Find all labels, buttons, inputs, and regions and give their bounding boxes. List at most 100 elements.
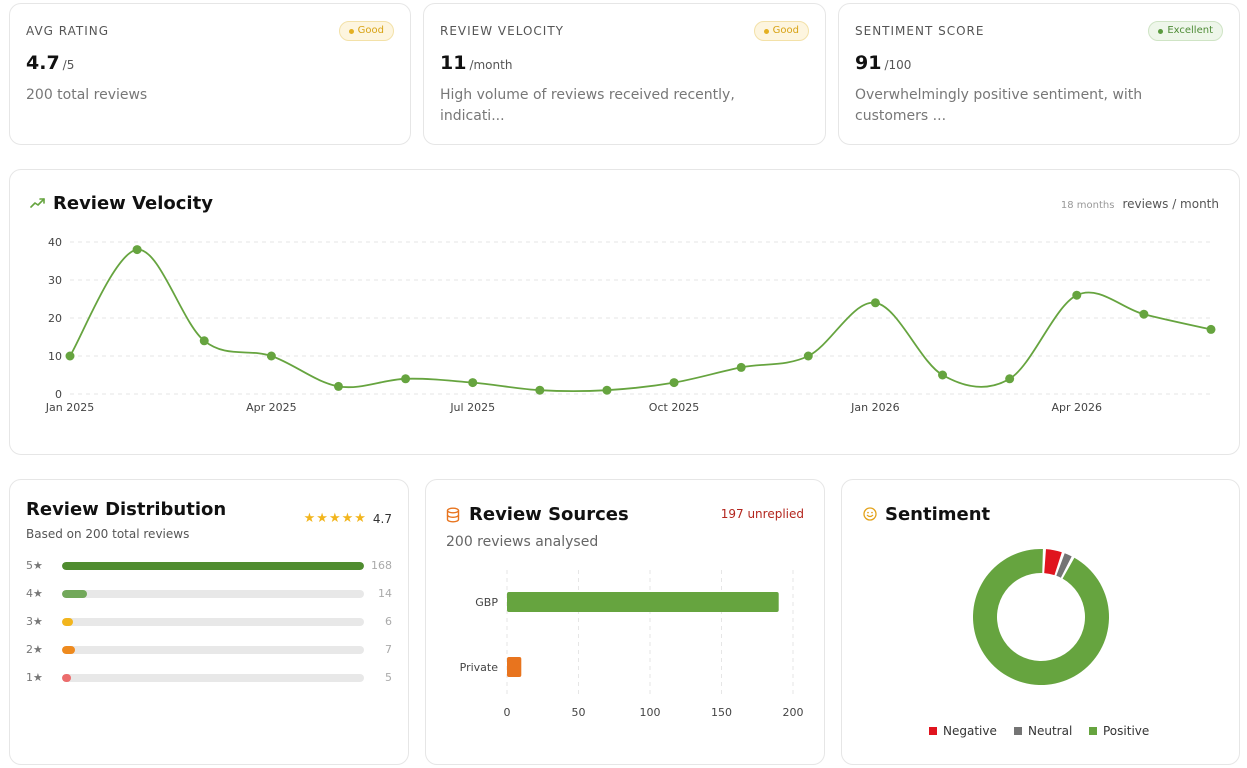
distribution-bar-fill [62,646,75,654]
y-tick-label: Private [460,661,499,674]
status-badge: Good [338,21,394,41]
data-point [468,378,478,388]
y-tick-label: 0 [55,388,62,401]
legend-label: Neutral [1028,724,1072,738]
donut-slice [973,549,1109,685]
distribution-row-count: 5 [385,671,392,684]
data-point [870,298,880,308]
data-point [266,351,276,361]
kpi-label: SENTIMENT SCORE [855,24,985,38]
star-icon: ★ [354,511,367,526]
data-point [535,385,545,395]
badge-dot-icon [348,28,354,34]
distribution-row-label: 4★ [26,587,43,600]
distribution-bar-track [62,562,364,570]
review-sources-card: Review Sources 197 unreplied 200 reviews… [425,479,825,765]
distribution-bar-fill [62,562,364,570]
star-icon: ★ [303,511,317,526]
kpi-number: 4.7 [26,52,60,74]
star-rating: ★★★★★ 4.7 [304,511,392,526]
data-point [199,336,209,346]
section-title: Review Sources [469,504,629,525]
data-point [1206,324,1216,334]
y-tick-label: GBP [475,596,498,609]
sources-bar-chart: 0 50 100 150 200 GBP Private [460,570,804,719]
distribution-row-label: 3★ [26,615,43,628]
review-distribution-card: Review Distribution Based on 200 total r… [9,479,409,765]
x-tick-label: Jul 2025 [449,401,495,414]
smile-icon [863,507,877,521]
distribution-row-label: 5★ [26,559,43,572]
x-tick-label: 150 [711,706,732,719]
stars: ★★★★★ [304,511,367,526]
badge-dot-icon [763,28,769,34]
rating-value: 4.7 [372,511,392,526]
kpi-value: 11/month [440,52,512,74]
data-point [669,378,679,388]
donut-slice [1044,549,1062,576]
data-point [1072,290,1082,300]
data-point [1005,374,1015,384]
trend-up-icon [30,198,45,208]
x-tick-label: Jan 2026 [850,401,899,414]
section-subtitle: 200 reviews analysed [446,534,599,550]
data-point [401,374,411,384]
legend-label: Negative [943,724,997,738]
x-tick-label: 100 [640,706,661,719]
kpi-unit: /5 [62,58,75,72]
kpi-unit: /month [469,58,513,72]
x-tick-label: Apr 2026 [1051,401,1102,414]
legend-label: Positive [1103,724,1149,738]
series-line [69,248,1212,393]
distribution-bar-track [62,618,364,626]
distribution-bar-track [62,674,364,682]
distribution-bar-fill [62,618,73,626]
x-tick-label: Oct 2025 [649,401,700,414]
distribution-bar-track [62,590,364,598]
status-badge: Excellent [1148,21,1223,41]
distribution-row-label: 1★ [26,671,43,684]
kpi-description: Overwhelmingly positive sentiment, with … [855,87,1143,124]
legend-swatch [1014,727,1022,735]
sentiment-card: Sentiment Negative Neutral Positive [841,479,1240,765]
unreplied-count[interactable]: 197 unreplied [720,507,804,521]
y-tick-label: 40 [48,236,62,249]
legend-swatch [929,727,937,735]
kpi-description: 200 total reviews [26,87,148,103]
data-point [65,351,75,361]
velocity-line-chart: 0 10 20 30 40 Jan 2025 Apr 2025 Jul 2025 Oct 202… [45,236,1216,414]
star-icon: ★ [328,511,342,526]
review-velocity-card: Review Velocity 18 months reviews / mont… [9,169,1240,455]
distribution-bar-fill [62,590,88,598]
y-tick-label: 10 [48,350,62,363]
x-tick-label: 0 [504,706,511,719]
chart-meta: 18 months reviews / month [1061,197,1219,211]
x-tick-label: 50 [572,706,586,719]
star-icon: ★ [316,511,329,526]
kpi-label: REVIEW VELOCITY [440,24,565,38]
section-title: Review Velocity [53,193,213,214]
badge-label: Excellent [1167,25,1213,36]
x-tick-label: Apr 2025 [246,401,297,414]
kpi-label: AVG RATING [26,24,110,38]
donut-slice [1056,553,1072,578]
sentiment-donut-chart: Negative Neutral Positive [929,549,1149,738]
x-tick-label: 200 [783,706,804,719]
section-subtitle: Based on 200 total reviews [26,527,190,541]
kpi-card-avg-rating: AVG RATING Good 4.7/5 200 total reviews [9,3,411,145]
y-tick-label: 30 [48,274,62,287]
chart-meta-period: 18 months [1060,200,1115,211]
data-point [602,385,612,395]
kpi-number: 11 [440,52,467,74]
badge-label: Good [772,25,799,36]
data-point [1139,309,1149,319]
section-title: Review Distribution [26,499,227,520]
distribution-row-count: 7 [385,643,392,656]
x-tick-label: Jan 2025 [45,401,94,414]
status-badge: Good [753,21,809,41]
kpi-unit: /100 [884,58,912,72]
kpi-description: High volume of reviews received recently… [440,87,735,124]
badge-dot-icon [1158,28,1164,34]
bar [507,657,522,677]
data-point [736,362,746,372]
